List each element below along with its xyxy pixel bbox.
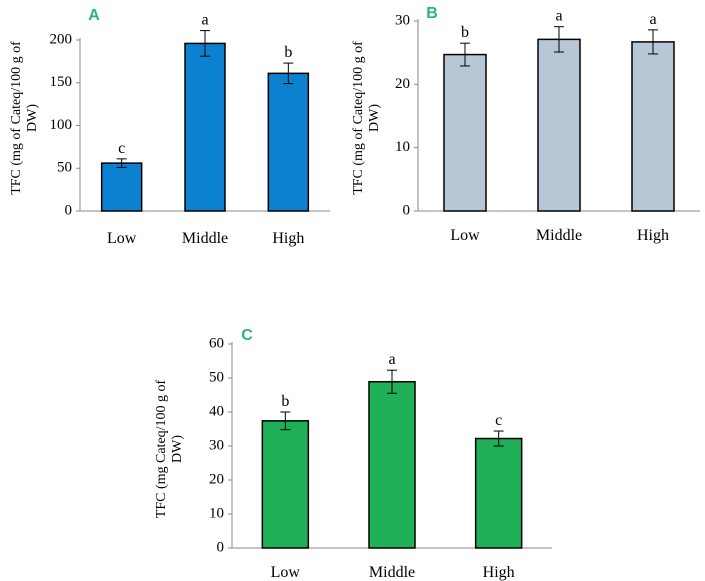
x-tick-label: High	[637, 227, 669, 244]
y-tick-label: 100	[50, 117, 73, 133]
y-axis-label-line: TFC (mg Cateq/100 g of	[154, 379, 169, 518]
y-axis-label-line: TFC (mg of Cateq/100 g of	[9, 41, 24, 195]
y-tick-label: 10	[395, 139, 410, 155]
significance-letter: c	[118, 140, 125, 157]
panel-letter: C	[241, 327, 253, 344]
bar-high	[474, 437, 523, 549]
x-tick-label: Middle	[536, 227, 582, 244]
x-tick-label: High	[483, 564, 515, 581]
y-tick-label: 20	[209, 471, 224, 487]
panel-letter: B	[426, 5, 438, 22]
y-tick-label: 150	[50, 74, 73, 90]
y-tick-label: 30	[209, 437, 224, 453]
x-tick-label: Middle	[369, 564, 415, 581]
y-tick-label: 0	[217, 539, 225, 555]
significance-letter: c	[495, 412, 502, 429]
significance-letter: a	[649, 11, 656, 28]
panel-a: A 0 50 100 150 200 TFC (mg of Cateq/100 g ofDW…	[9, 7, 330, 247]
y-tick-label: 50	[209, 369, 224, 385]
bar-middle	[537, 38, 581, 212]
y-tick-label: 60	[209, 335, 224, 351]
y-axis-label: TFC (mg of Cateq/100 g ofDW)	[351, 41, 382, 195]
bar-high	[267, 72, 310, 212]
panel-c: C 0 10 20 30 40 50 60 TFC (mg Cateq/100 g ofDW) b…	[154, 327, 552, 581]
significance-letter: a	[201, 12, 208, 29]
y-tick-label: 0	[65, 202, 73, 218]
y-tick-label: 10	[209, 505, 224, 521]
bar-low	[261, 420, 310, 549]
bar-low	[100, 162, 143, 212]
y-tick-label: 30	[395, 12, 410, 28]
x-tick-label: Middle	[182, 230, 228, 247]
y-tick-label: 20	[395, 76, 410, 92]
bar-middle	[368, 380, 416, 549]
y-axis-label: TFC (mg Cateq/100 g ofDW)	[154, 379, 185, 518]
significance-letter: a	[388, 351, 395, 368]
y-tick-label: 0	[403, 202, 411, 218]
x-tick-label: Low	[271, 564, 301, 581]
bar-middle	[184, 42, 226, 212]
y-axis-label-line: DW)	[25, 104, 40, 132]
bar-high	[631, 41, 675, 212]
y-tick-label: 40	[209, 403, 224, 419]
y-axis-label-line: TFC (mg of Cateq/100 g of	[351, 41, 366, 195]
significance-letter: b	[281, 393, 289, 410]
significance-letter: b	[284, 44, 292, 61]
x-tick-label: High	[272, 230, 304, 247]
y-axis-label-line: DW)	[170, 435, 185, 463]
significance-letter: b	[461, 24, 469, 41]
panel-letter: A	[88, 7, 100, 24]
y-tick-label: 200	[50, 31, 73, 47]
y-axis-label: TFC (mg of Cateq/100 g ofDW)	[9, 41, 40, 195]
significance-letter: a	[555, 8, 562, 25]
bar-low	[443, 53, 487, 212]
x-tick-label: Low	[450, 227, 480, 244]
panel-b: B 0 10 20 30 TFC (mg of Cateq/100 g ofDW) b Low…	[351, 5, 700, 244]
x-tick-label: Low	[107, 230, 137, 247]
y-axis-label-line: DW)	[367, 104, 382, 132]
y-tick-label: 50	[57, 160, 72, 176]
